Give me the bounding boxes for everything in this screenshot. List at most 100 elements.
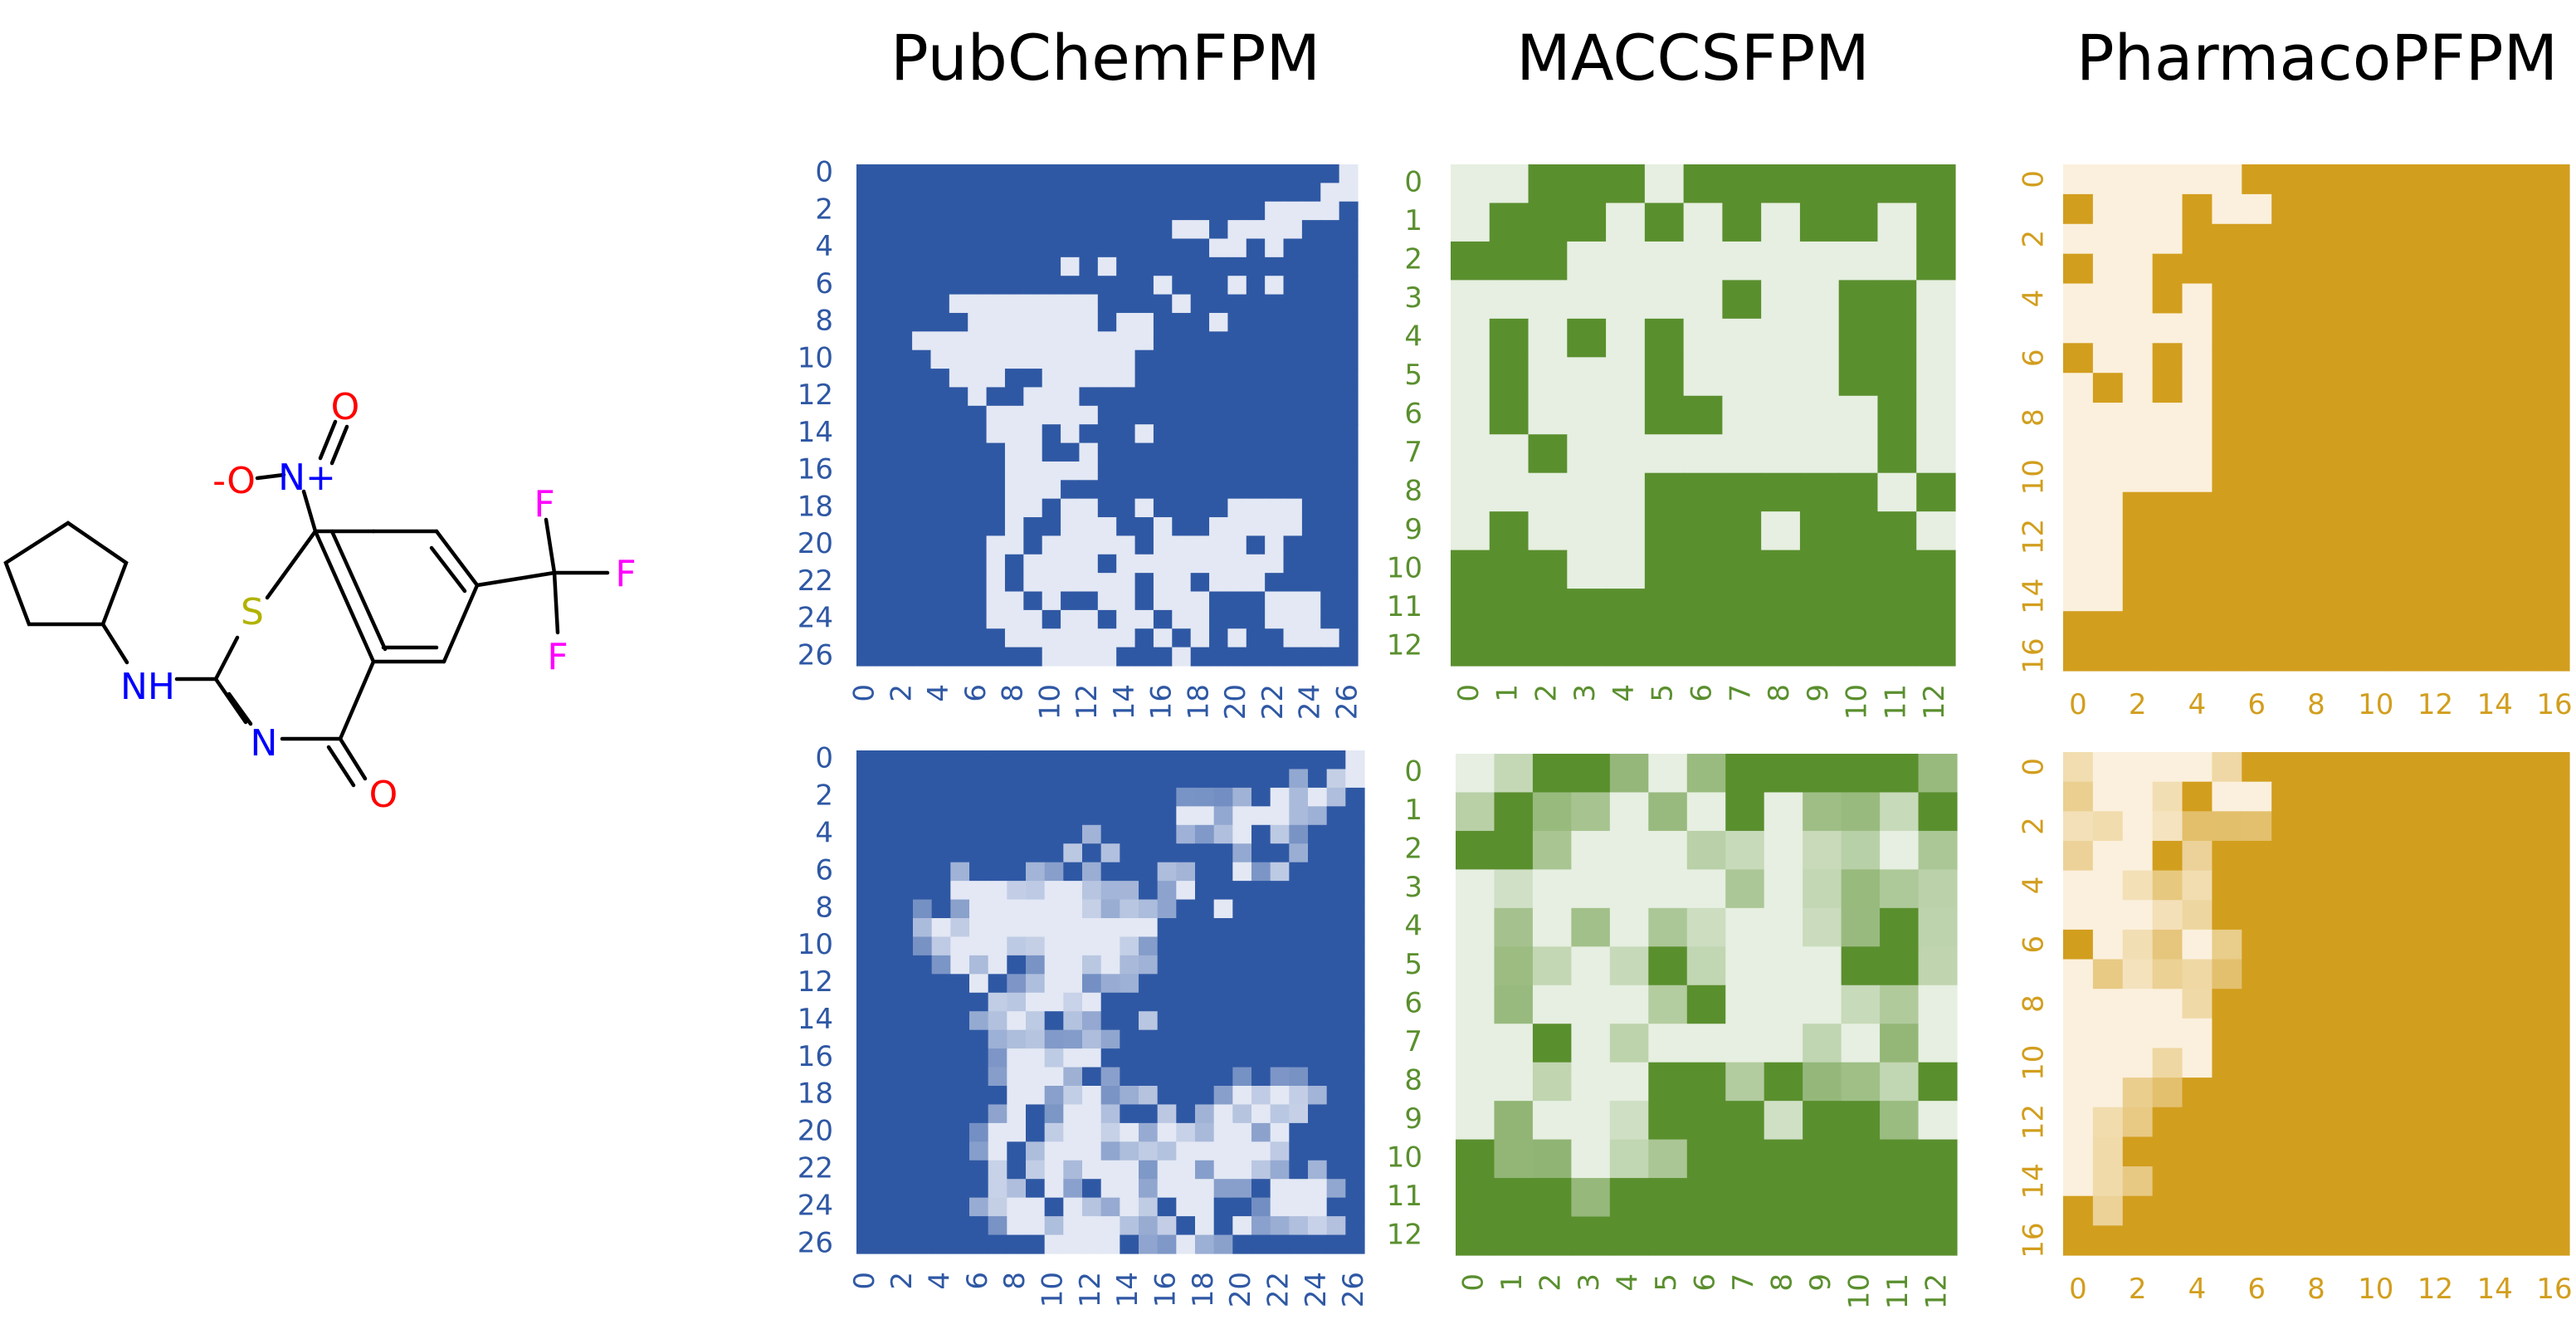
heatmap-cell (856, 974, 876, 994)
heatmap-cell (1232, 936, 1252, 956)
heatmap-cell (2420, 1225, 2452, 1256)
heatmap-cell (2390, 373, 2422, 403)
heatmap-cell (1061, 238, 1081, 258)
heatmap-cell (912, 628, 932, 648)
heatmap-cell (1764, 1139, 1803, 1179)
heatmap-cell (1326, 769, 1346, 789)
heatmap-cell (1042, 461, 1061, 481)
heatmap-cell (1232, 750, 1252, 770)
heatmap-cell (1172, 461, 1192, 481)
heatmap-cell (1532, 1062, 1572, 1102)
heatmap-cell (1644, 511, 1685, 551)
heatmap-cell (1799, 550, 1840, 589)
heatmap-cell (1097, 276, 1117, 296)
heatmap-cell (949, 442, 968, 462)
heatmap-cell (1007, 936, 1027, 956)
heatmap-cell (912, 201, 932, 221)
heatmap-cell (1648, 869, 1688, 909)
heatmap-cell (1725, 985, 1765, 1024)
heatmap-cell (949, 331, 968, 351)
heatmap-cell (1097, 331, 1117, 351)
heatmap-cell (949, 238, 968, 258)
heatmap-cell (875, 535, 895, 555)
heatmap-cell (2092, 1166, 2124, 1197)
heatmap-cell (875, 899, 895, 919)
heatmap-cell (1061, 554, 1081, 574)
heatmap-cell (1270, 936, 1290, 956)
heatmap-cell (893, 220, 913, 240)
heatmap-cell (1301, 498, 1321, 518)
heatmap-cell (1176, 843, 1196, 863)
heatmap-cell (1451, 164, 1490, 204)
heatmap-cell (893, 257, 913, 276)
heatmap-cell (1172, 183, 1192, 203)
heatmap-cell (1139, 862, 1159, 882)
heatmap-cell (875, 424, 895, 444)
heatmap-cell (1265, 609, 1285, 629)
heatmap-cell (1722, 550, 1762, 589)
heatmap-cell (1100, 1179, 1120, 1199)
heatmap-cell (2212, 929, 2242, 960)
heatmap-cell (894, 992, 914, 1012)
heatmap-cell (2242, 223, 2272, 255)
heatmap-cell (1120, 769, 1139, 789)
heatmap-cell (1227, 201, 1247, 221)
heatmap-cell (875, 769, 895, 789)
heatmap-cell (2330, 491, 2362, 523)
heatmap-cell (2450, 959, 2481, 990)
y-tick-label: 1 (1404, 204, 1422, 237)
heatmap-cell (949, 369, 968, 388)
heatmap-cell (2122, 959, 2154, 990)
heatmap-cell (1097, 201, 1117, 221)
heatmap-cell (2063, 551, 2094, 582)
heatmap-cell (968, 628, 988, 648)
heatmap-cell (1153, 349, 1173, 369)
heatmap-cell (1153, 220, 1173, 240)
heatmap-cell (1761, 550, 1801, 589)
heatmap-cell (1877, 511, 1917, 551)
heatmap-cell (2480, 283, 2510, 315)
heatmap-cell (1120, 1011, 1139, 1031)
heatmap-cell (1289, 769, 1309, 789)
heatmap-cell (1246, 220, 1266, 240)
heatmap-cell (1227, 257, 1247, 276)
heatmap-cell (1120, 1122, 1139, 1142)
heatmap-cell (2242, 283, 2272, 315)
heatmap-cell (1176, 1011, 1196, 1031)
heatmap-cell (1916, 550, 1956, 589)
heatmap-cell (1456, 869, 1495, 909)
x-tick-label: 5 (1647, 684, 1680, 702)
heatmap-cell (1116, 609, 1136, 629)
heatmap-cell (1082, 1179, 1102, 1199)
heatmap-cell (1195, 787, 1215, 807)
heatmap-cell (1648, 754, 1688, 794)
heatmap-cell (2480, 641, 2510, 672)
heatmap-cell (875, 405, 895, 425)
heatmap-cell (1283, 349, 1303, 369)
heatmap-cell (912, 238, 932, 258)
heatmap-cell (2092, 491, 2124, 523)
heatmap-cell (2301, 551, 2332, 582)
heatmap-cell (1339, 554, 1359, 574)
heatmap-cell (2182, 164, 2213, 195)
heatmap-cell (949, 647, 968, 667)
x-tick-label: 10 (2358, 688, 2393, 721)
heatmap-cell (1880, 1139, 1920, 1179)
heatmap-cell (1176, 881, 1196, 901)
heatmap-cell (856, 769, 876, 789)
heatmap-cell (1918, 1178, 1958, 1218)
y-tick-label: 8 (1404, 1063, 1422, 1097)
y-tick-label: 10 (1387, 551, 1422, 584)
heatmap-cell (2063, 343, 2094, 374)
heatmap-cell (912, 276, 932, 296)
heatmap-cell (968, 220, 988, 240)
x-tick-label: 8 (1763, 684, 1796, 702)
heatmap-cell (1042, 276, 1061, 296)
y-tick-label: 8 (815, 891, 833, 924)
heatmap-cell (930, 220, 950, 240)
heatmap-cell (913, 862, 933, 882)
heatmap-cell (856, 881, 876, 901)
heatmap-cell (2182, 1136, 2213, 1167)
heatmap-cell (968, 387, 988, 407)
heatmap-cell (1079, 201, 1099, 221)
